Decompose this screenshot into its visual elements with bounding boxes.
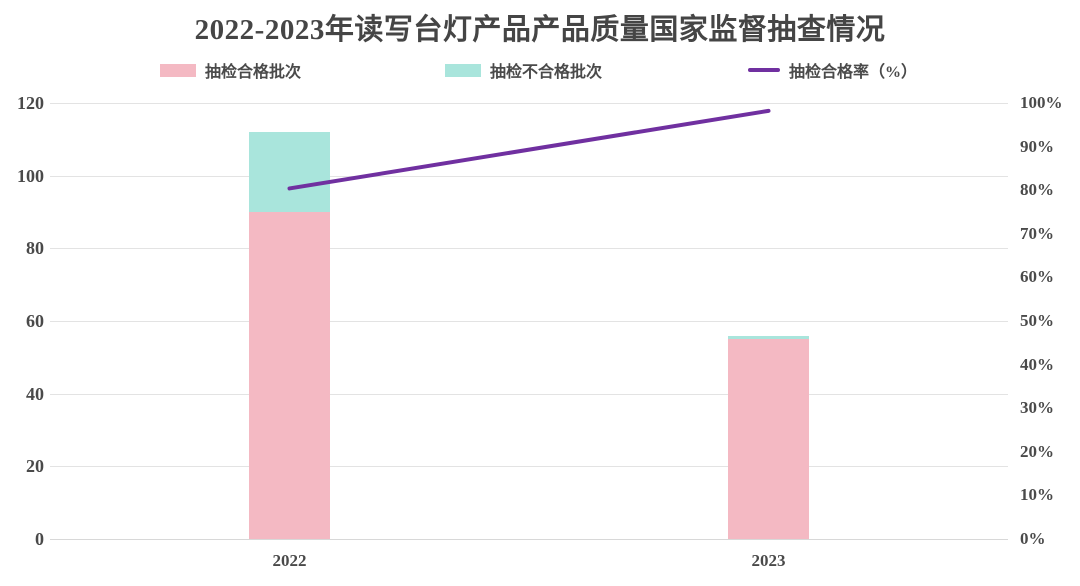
x-axis-label: 2023 [751,551,786,570]
bar-segment-抽检合格批次 [728,339,809,539]
y-axis-right-tick: 70% [1020,223,1054,243]
gridline [50,248,1008,250]
y-axis-right-tick: 10% [1020,485,1054,505]
y-axis-right-tick: 50% [1020,311,1054,330]
legend-item-pass-rate: 抽检合格率（%） [748,60,918,81]
legend-item-unqualified: 抽检不合格批次 [445,60,603,81]
bar-segment-抽检合格批次 [249,212,330,539]
legend-swatch-unqualified [445,63,481,77]
y-axis-right-tick: 30% [1020,398,1054,418]
y-axis-left-tick: 0 [35,529,44,549]
gridline [50,466,1008,468]
bar-segment-抽检不合格批次 [728,335,809,340]
gridline [50,103,1008,104]
gridline [50,175,1008,177]
y-axis-right-tick: 0% [1020,529,1046,548]
legend-line-swatch-pass-rate [748,68,780,72]
chart-title: 2022-2023年读写台灯产品产品质量国家监督抽查情况 [194,14,886,46]
legend-item-qualified: 抽检合格批次 [160,60,302,81]
y-axis-right-tick: 100% [1020,93,1063,112]
y-axis-left-tick: 20 [26,456,44,477]
gridline [50,539,1008,540]
bar-segment-抽检不合格批次 [249,132,330,212]
x-axis-label: 2022 [272,551,307,570]
y-axis-right-tick: 20% [1020,441,1054,461]
y-axis-left-tick: 80 [26,238,44,259]
y-axis-right-tick: 80% [1020,180,1054,200]
y-axis-left-tick: 120 [17,93,44,113]
y-axis-right-tick: 60% [1020,267,1054,287]
y-axis-right-tick: 90% [1020,136,1054,156]
gridline [50,393,1008,395]
y-axis-left-tick: 100 [17,165,44,186]
y-axis-right-tick: 40% [1020,354,1054,374]
legend-label-qualified: 抽检合格批次 [205,64,302,81]
y-axis-left-tick: 60 [26,311,44,331]
legend-label-pass-rate: 抽检合格率（%） [789,64,918,81]
y-axis-left-tick: 40 [26,383,44,404]
gridline [50,321,1008,322]
legend-swatch-qualified [160,63,196,77]
legend-label-unqualified: 抽检不合格批次 [490,64,603,81]
